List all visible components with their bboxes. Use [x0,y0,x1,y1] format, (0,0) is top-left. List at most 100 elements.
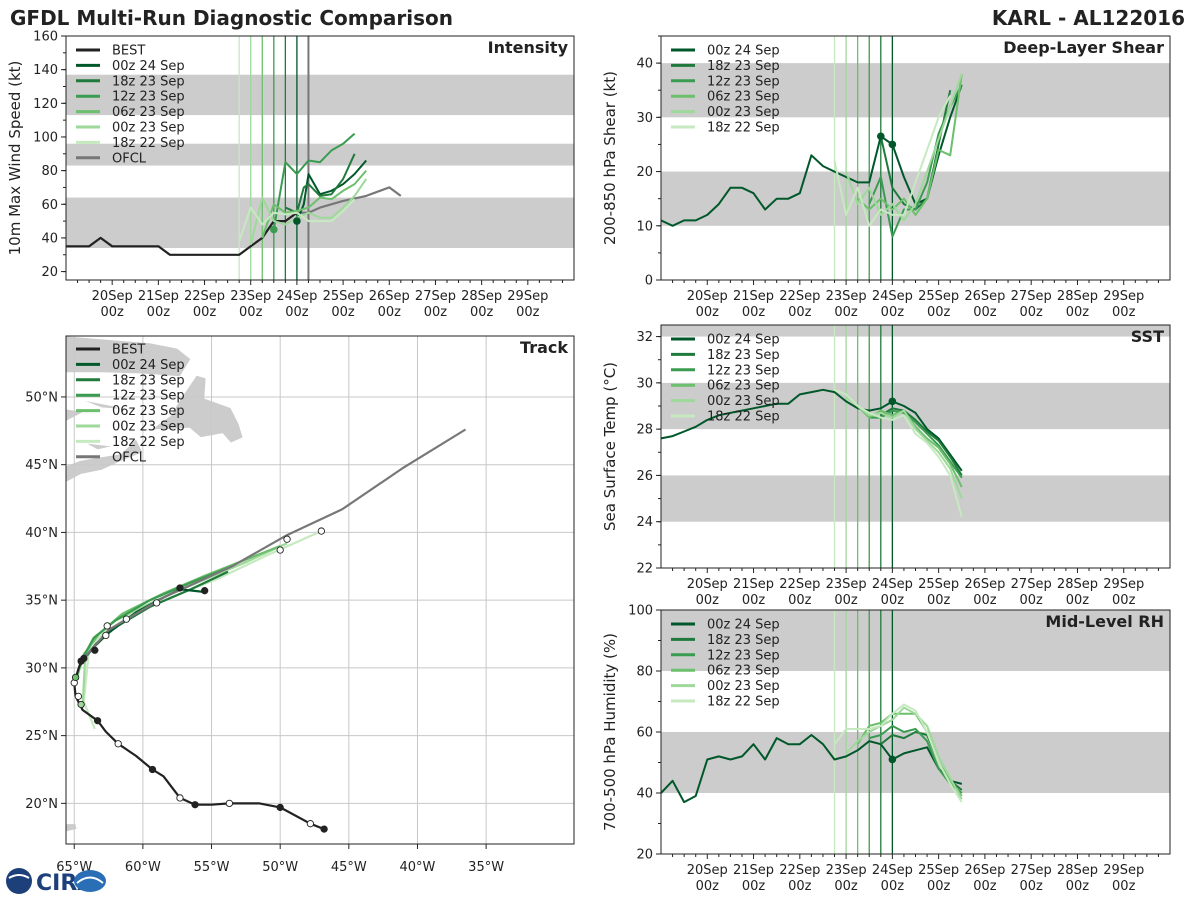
shear-legend-label: 18z 23 Sep [707,59,780,74]
track-marker-19 [201,587,209,595]
sst-series-18z-23-sep [880,407,963,476]
sst-legend-label: 18z 23 Sep [707,348,780,363]
shear-point-1 [888,140,897,149]
track-legend-label: 00z 23 Sep [112,420,185,435]
track-marker-22 [317,527,326,535]
sst-xtick-hour: 00z [927,593,951,608]
logo-swoosh-icon [8,874,30,879]
sst-series-00z-24-sep [660,388,963,472]
shear-xtick-day: 20Sep [687,289,728,304]
intensity-xtick-day: 20Sep [92,289,133,304]
intensity-xtick-hour: 00z [193,305,217,320]
rh-legend-label: 12z 23 Sep [707,648,780,663]
track-marker-20 [283,535,291,543]
rh-xtick-day: 29Sep [1103,863,1144,878]
shear-panel: 01020304020Sep00z21Sep00z22Sep00z23Sep00… [601,35,1171,320]
rh-xtick-day: 21Sep [733,863,774,878]
rh-xtick-day: 23Sep [826,863,867,878]
sst-panel: 22242628303220Sep00z21Sep00z22Sep00z23Se… [601,324,1171,608]
sst-series-18z-22-sep [834,388,963,518]
shear-legend-label: 00z 23 Sep [707,105,780,120]
intensity-legend-label: 00z 24 Sep [112,59,185,74]
shear-xtick-hour: 00z [881,305,905,320]
intensity-xtick-day: 29Sep [507,289,548,304]
shear-xtick-day: 21Sep [733,289,774,304]
shear-xtick-day: 27Sep [1011,289,1052,304]
sst-ytick-label: 32 [636,330,653,345]
intensity-ytick-label: 60 [41,198,58,213]
cira-logo: CIRA [6,868,106,896]
sst-band-2 [661,325,1170,337]
intensity-ylabel: 10m Max Wind Speed (kt) [6,61,24,256]
land-labrador [66,336,192,378]
intensity-series-00z-23-sep [249,178,368,245]
rh-xtick-hour: 00z [881,879,905,894]
rh-xtick-day: 24Sep [872,863,913,878]
track-marker-18 [176,584,184,592]
shear-series-06z-23-sep [857,73,963,216]
shear-legend-label: 18z 22 Sep [707,121,780,136]
rh-xtick-hour: 00z [1019,879,1043,894]
intensity-panel: 2040608010012014016020Sep00z21Sep00z22Se… [6,30,575,320]
shear-band-1 [661,63,1170,118]
track-legend-label: 06z 23 Sep [112,404,185,419]
intensity-legend-label: 12z 23 Sep [112,90,185,105]
rh-xtick-day: 20Sep [687,863,728,878]
shear-ylabel: 200-850 hPa Shear (kt) [601,71,619,245]
intensity-series-00z-24-sep [295,159,367,222]
track-marker-5 [176,794,184,802]
shear-xtick-day: 28Sep [1057,289,1098,304]
rh-panel: 2040608010020Sep00z21Sep00z22Sep00z23Sep… [601,604,1171,894]
shear-xtick-day: 25Sep [918,289,959,304]
sst-xtick-hour: 00z [696,593,720,608]
intensity-xtick-day: 28Sep [461,289,502,304]
rh-ytick-label: 20 [636,848,653,863]
shear-xtick-hour: 00z [1112,305,1136,320]
track-ytick-label: 50°N [25,390,58,405]
track-marker-1 [306,820,315,828]
intensity-ytick-label: 20 [41,265,58,280]
intensity-xtick-hour: 00z [378,305,402,320]
track-ytick-label: 25°N [25,729,58,744]
sst-band-0 [661,475,1170,522]
land-maine [66,430,67,466]
shear-xtick-day: 24Sep [872,289,913,304]
shear-ytick-label: 30 [636,111,653,126]
sst-xtick-hour: 00z [1019,593,1043,608]
rh-legend-label: 06z 23 Sep [707,664,780,679]
shear-series-00z-23-sep [845,73,963,222]
shear-xtick-hour: 00z [927,305,951,320]
rh-legend-label: 18z 22 Sep [707,695,780,710]
track-xtick-label: 50°W [262,860,298,875]
intensity-ytick-label: 80 [41,164,58,179]
intensity-xtick-hour: 00z [285,305,309,320]
sst-xtick-day: 26Sep [964,577,1005,592]
shear-xtick-hour: 00z [973,305,997,320]
rh-series-00z-23-sep [845,706,963,800]
rh-ytick-label: 100 [628,604,653,619]
track-legend-label: BEST [112,343,145,358]
intensity-ytick-label: 100 [33,130,58,145]
sst-ytick-label: 30 [636,376,653,391]
intensity-legend-label: BEST [112,44,145,59]
intensity-legend-label: 00z 23 Sep [112,121,185,136]
intensity-ytick-label: 120 [33,97,58,112]
intensity-xtick-hour: 00z [100,305,124,320]
rh-xtick-hour: 00z [742,879,766,894]
sst-ytick-label: 24 [636,515,653,530]
logo-emblem-icon [74,870,106,892]
rh-xtick-hour: 00z [1112,879,1136,894]
sst-xtick-hour: 00z [742,593,766,608]
track-marker-21 [276,546,284,554]
logo-globe-icon [6,868,32,894]
sst-xtick-hour: 00z [1066,593,1090,608]
intensity-series-18z-23-sep [284,153,356,214]
track-marker-4 [191,801,199,809]
sst-xtick-day: 29Sep [1103,577,1144,592]
intensity-xtick-hour: 00z [424,305,448,320]
sst-legend-label: 12z 23 Sep [707,363,780,378]
intensity-series-18z-22-sep [238,198,356,242]
rh-legend-label: 18z 23 Sep [707,633,780,648]
rh-legend-label: 00z 24 Sep [707,618,780,633]
